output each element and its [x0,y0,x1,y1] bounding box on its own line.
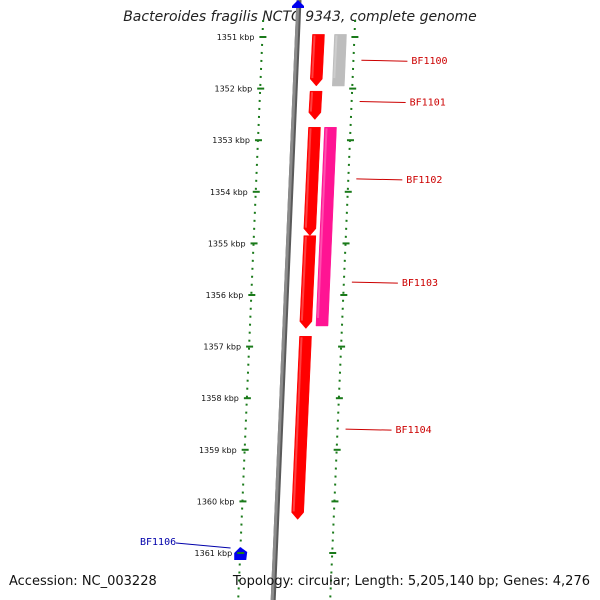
tick-label-1356: 1356 kbp [206,291,244,300]
tick-label-1360: 1360 kbp [197,497,235,506]
gene-highlight-6 [333,35,338,79]
gene-highlight-3 [300,236,307,321]
gene-bf1103 [299,235,317,329]
gene-bf1104 [291,336,312,520]
gene-highlight-2 [304,128,312,228]
label-bf1106: BF1106 [140,537,176,548]
leader-bf1100 [361,59,408,62]
label-bf1103: BF1103 [402,278,438,289]
leader-bf1101 [359,101,406,103]
leader-bf1104 [345,428,392,431]
gene-bf1101 [308,90,323,120]
label-bf1100: BF1100 [411,56,447,67]
gene-reverse-5 [315,127,337,327]
gene-highlight-1 [309,92,314,112]
tick-label-1358: 1358 kbp [201,394,239,403]
genome-backbone [270,0,304,600]
tick-label-1351: 1351 kbp [217,33,255,42]
label-bf1101: BF1101 [410,98,446,109]
topology-text: Topology: circular; Length: 5,205,140 bp… [232,574,590,589]
leader-bf1106 [175,542,231,549]
scale-ticks: 1351 kbp 1352 kbp 1353 kbp 1354 kbp 1355 kbp… [195,33,359,558]
gene-highlight-5 [316,128,328,319]
gene-highlight-4 [292,337,303,512]
accession-text: Accession: NC_003228 [9,574,157,589]
tick-label-1352: 1352 kbp [214,85,252,94]
tick-label-1355: 1355 kbp [208,239,246,248]
scale-dots [237,19,357,600]
gene-highlight-0 [311,35,316,79]
scale-dots-left [237,19,265,600]
top-marker-icon [292,0,304,8]
gene-bf1100 [310,34,325,87]
tick-label-1359: 1359 kbp [199,446,237,455]
scale-dots-right [329,19,357,600]
label-bf1104: BF1104 [396,425,432,436]
tick-label-1357: 1357 kbp [203,343,241,352]
leader-bf1102 [356,178,403,181]
gene-bf1102 [303,127,321,237]
label-bf1102: BF1102 [406,175,442,186]
tick-label-1353: 1353 kbp [212,136,250,145]
backbone-line [270,0,300,600]
gene-features [234,34,347,560]
tick-label-1361: 1361 kbp [195,549,233,558]
gene-labels: BF1100 BF1101 BF1102 BF1103 BF1104 BF1106 [140,56,448,549]
gene-other-6 [332,34,347,87]
tick-label-1354: 1354 kbp [210,188,248,197]
leader-bf1103 [351,281,398,284]
